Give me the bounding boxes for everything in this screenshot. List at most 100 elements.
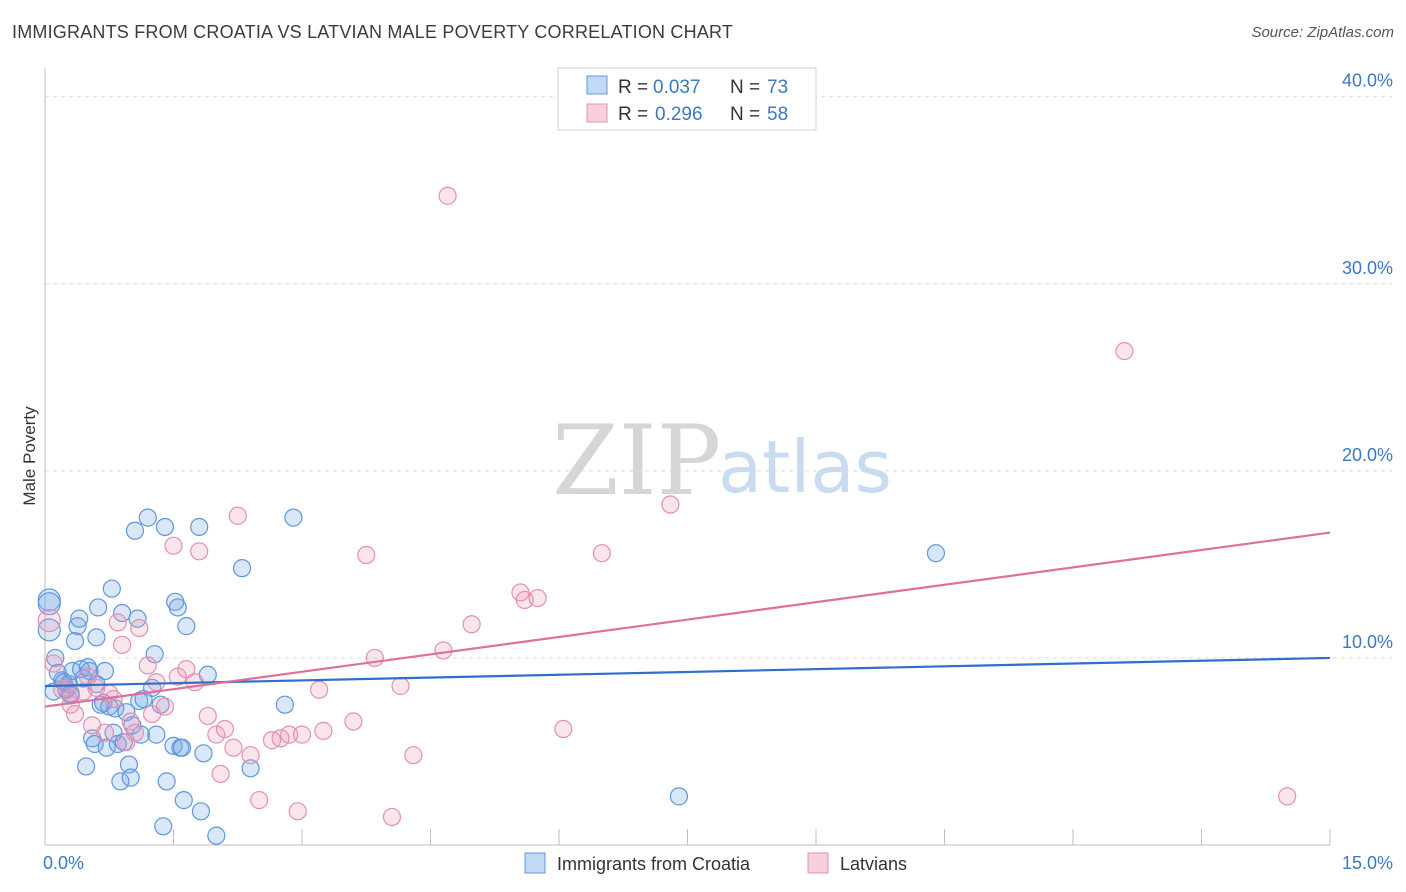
croatia-point-51 <box>155 517 175 537</box>
legend-swatch-blue <box>586 75 608 95</box>
croatia-point-12 <box>65 631 85 651</box>
croatia-point-21 <box>85 734 104 754</box>
latvians-point-46 <box>382 807 402 827</box>
y-axis-label: Male Poverty <box>20 406 39 506</box>
legend-swatch-pink <box>586 103 608 123</box>
bottom-legend-label-croatia: Immigrants from Croatia <box>557 854 751 874</box>
legend-r-value-1: 0.037 <box>653 77 701 98</box>
y-tick-label-0: 10.0% <box>1342 632 1393 652</box>
latvians-point-32 <box>224 738 243 757</box>
chart-source: Source: ZipAtlas.com <box>1251 24 1394 41</box>
y-tick-label-3: 40.0% <box>1342 71 1393 91</box>
latvians-point-41 <box>310 680 329 699</box>
gridlines <box>45 96 1392 659</box>
croatia-point-27 <box>97 738 116 757</box>
legend-n-label-2: N = <box>730 104 760 125</box>
croatia-point-17 <box>77 757 96 776</box>
latvians-point-35 <box>250 791 269 810</box>
croatia-point-26 <box>95 661 115 681</box>
croatia-point-64 <box>207 826 226 845</box>
croatia-point-60 <box>190 517 209 537</box>
legend-r-label-1: R = <box>618 77 648 98</box>
bottom-legend-swatch-latvians <box>807 852 829 874</box>
latvians-point-44 <box>357 545 376 565</box>
croatia-point-62 <box>194 744 213 763</box>
latvians-point-42 <box>314 721 333 740</box>
latvians-trend-line <box>44 531 1331 708</box>
stats-legend: R = 0.037 N = 73 R = 0.296 N = 58 <box>557 67 817 131</box>
latvians-point-47 <box>391 676 410 696</box>
croatia-trend-line <box>44 656 1331 688</box>
croatia-point-2 <box>37 618 61 642</box>
stats-legend-box <box>557 67 817 131</box>
croatia-point-45 <box>138 508 157 527</box>
latvians-point-17 <box>125 723 145 742</box>
croatia-point-59 <box>177 617 196 636</box>
latvians-point-16 <box>121 712 140 731</box>
latvians-point-1 <box>44 654 63 673</box>
watermark-zip: ZIP <box>552 405 721 517</box>
latvians-point-25 <box>177 660 196 679</box>
croatia-point-13 <box>68 617 87 636</box>
latvians-point-14 <box>112 635 132 654</box>
legend-n-label-1: N = <box>730 77 760 98</box>
latvians-point-10 <box>95 723 115 742</box>
latvians-point-13 <box>108 613 127 632</box>
croatia-point-70 <box>669 787 689 806</box>
data-series <box>37 186 1331 845</box>
latvians-point-48 <box>404 746 423 765</box>
latvians-point-38 <box>280 725 299 744</box>
latvians-point-30 <box>211 764 230 784</box>
latvians-point-22 <box>155 697 175 716</box>
croatia-point-67 <box>275 695 294 714</box>
croatia-point-57 <box>172 738 192 757</box>
latvians-point-50 <box>438 186 457 205</box>
croatia-point-14 <box>70 609 89 628</box>
croatia-point-33 <box>111 772 130 791</box>
croatia-point-65 <box>232 559 252 578</box>
croatia-point-50 <box>154 817 173 836</box>
latvians-point-57 <box>661 495 680 514</box>
y-tick-label-1: 20.0% <box>1342 445 1393 465</box>
legend-r-value-2: 0.296 <box>655 104 703 125</box>
y-tick-label-2: 30.0% <box>1342 258 1393 278</box>
latvians-point-19 <box>138 656 157 675</box>
bottom-legend-swatch-croatia <box>524 852 546 874</box>
croatia-point-47 <box>145 645 164 664</box>
latvians-point-3 <box>57 678 76 697</box>
latvians-point-39 <box>288 802 307 821</box>
croatia-point-38 <box>121 768 140 787</box>
croatia-point-68 <box>284 508 303 527</box>
croatia-point-22 <box>87 628 106 647</box>
latvians-point-58 <box>1115 342 1134 361</box>
series-latvians <box>37 186 1297 827</box>
bottom-legend-label-latvians: Latvians <box>840 854 907 874</box>
latvians-point-0 <box>37 608 61 633</box>
latvians-point-59 <box>1278 787 1297 806</box>
latvians-point-21 <box>147 673 166 692</box>
latvians-point-18 <box>130 618 149 638</box>
latvians-point-34 <box>241 746 260 765</box>
latvians-point-45 <box>365 648 384 668</box>
latvians-point-49 <box>434 641 453 660</box>
axes: 10.0% 20.0% 30.0% 40.0% 0.0% 15.0% <box>43 68 1393 873</box>
legend-r-label-2: R = <box>618 104 648 125</box>
croatia-point-48 <box>147 725 166 744</box>
latvians-point-23 <box>164 536 183 555</box>
series-legend: Immigrants from Croatia Latvians <box>524 852 907 874</box>
latvians-point-5 <box>65 704 85 724</box>
latvians-point-51 <box>462 615 481 634</box>
latvians-point-55 <box>554 719 573 739</box>
croatia-point-55 <box>168 598 187 617</box>
chart-title: IMMIGRANTS FROM CROATIA VS LATVIAN MALE … <box>12 22 734 42</box>
croatia-point-61 <box>191 802 211 821</box>
croatia-point-52 <box>157 772 176 791</box>
croatia-point-69 <box>926 544 946 563</box>
x-tick-label-0: 0.0% <box>43 853 84 873</box>
croatia-point-40 <box>125 521 145 540</box>
latvians-point-31 <box>215 719 234 739</box>
latvians-point-40 <box>292 725 312 744</box>
croatia-point-41 <box>128 609 147 628</box>
latvians-point-56 <box>592 544 611 563</box>
